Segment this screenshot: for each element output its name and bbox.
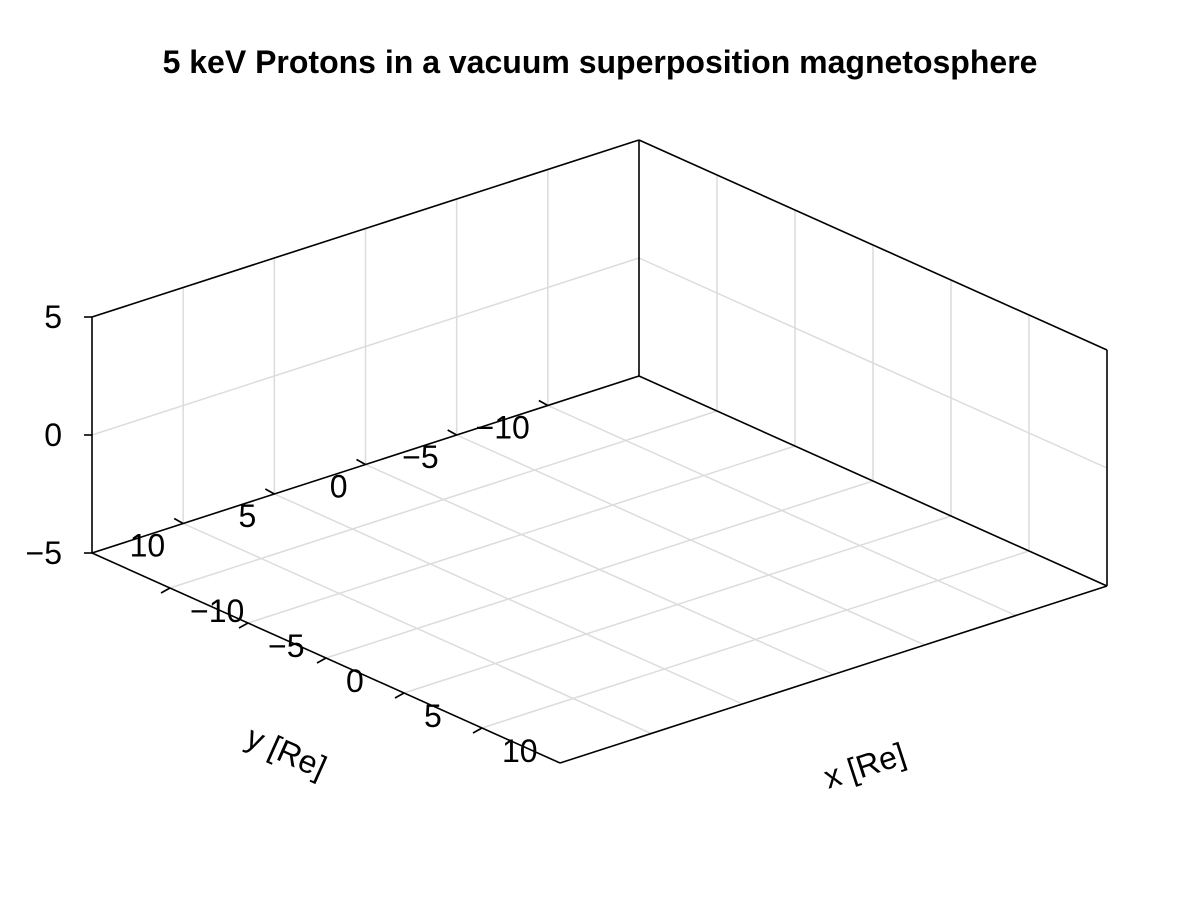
x-tick-mark [394, 692, 405, 699]
x-tick-mark [472, 727, 483, 734]
frame-edge [638, 139, 1108, 351]
y-tick-label: 5 [239, 498, 257, 534]
y-tick-mark [447, 429, 458, 436]
axes-frame [91, 139, 1108, 764]
x-tick-mark [316, 657, 327, 664]
x-tick-mark [160, 587, 171, 594]
grid-lines [91, 139, 1108, 735]
x-tick-label: 10 [502, 733, 538, 769]
x-axis-label: x [Re] [819, 736, 910, 796]
x-tick-label: −5 [268, 628, 304, 664]
frame-edge [638, 375, 1108, 587]
grid-line-floor-y [365, 463, 834, 676]
x-tick-label: −10 [190, 593, 244, 629]
y-tick-label: −5 [402, 439, 438, 475]
y-tick-label: 0 [330, 469, 348, 505]
y-tick-label: 10 [130, 528, 166, 564]
x-tick-mark [238, 622, 249, 629]
z-tick-label: 0 [44, 417, 62, 453]
grid-line-wall-left-z [91, 257, 640, 436]
y-tick-label: −10 [476, 410, 530, 446]
y-tick-mark [173, 517, 184, 525]
chart-title: 5 keV Protons in a vacuum superposition … [162, 44, 1038, 80]
x-tick-label: 0 [346, 663, 364, 699]
x-tick-label: 5 [424, 698, 442, 734]
grid-line-floor-y [274, 493, 743, 705]
grid-line-floor-y [456, 434, 925, 646]
frame-edge [91, 139, 640, 318]
z-tick-label: −5 [26, 535, 62, 571]
z-tick-label: 5 [44, 299, 62, 335]
grid-line-wall-right-z [638, 257, 1108, 469]
y-axis-label: y [Re] [241, 719, 332, 786]
tick-labels: −5 0 5 −10 −5 0 5 10 −10 −5 0 5 10 [26, 299, 538, 769]
grid-line-floor-y [547, 404, 1017, 617]
y-tick-mark [356, 458, 366, 466]
tick-marks [84, 316, 549, 734]
frame-edge [559, 585, 1108, 764]
y-tick-mark [538, 399, 549, 407]
y-tick-mark [264, 488, 275, 495]
grid-line-floor-y [182, 522, 652, 735]
